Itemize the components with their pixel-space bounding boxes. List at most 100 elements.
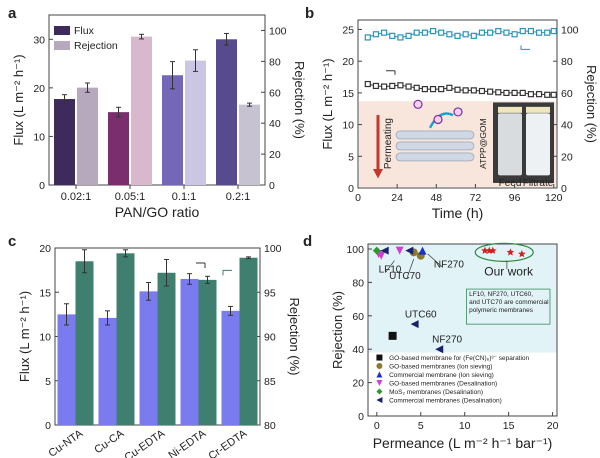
x-tick-label: Cu-CA — [92, 427, 126, 456]
bottle — [526, 113, 550, 176]
y-tick-label: 0 — [348, 183, 354, 195]
flux-point — [462, 87, 469, 94]
rejection-point — [454, 32, 461, 39]
arrow-head — [373, 168, 383, 179]
legend-swatch — [54, 41, 70, 50]
rejection-point — [495, 27, 502, 35]
rejection-point — [470, 32, 477, 39]
annotation-label: NF270 — [432, 335, 462, 346]
legend-label: Rejection — [74, 40, 118, 52]
annotation-label: LF10 — [379, 264, 402, 275]
rejection-point — [478, 29, 486, 36]
annotation-pointer — [427, 253, 443, 268]
rejection-bar — [77, 87, 98, 185]
y-tick-label: 20 — [39, 243, 51, 255]
x-tick-label: Cu-NTA — [46, 427, 85, 458]
x-tick-label: Cr-EDTA — [206, 427, 249, 458]
y-tick-label: 15 — [39, 287, 51, 299]
flux-point — [421, 86, 428, 93]
photo-label: Filtrate — [523, 178, 554, 189]
flux-point — [405, 83, 412, 90]
annotation-pointer — [406, 258, 415, 280]
flux-point — [413, 84, 420, 91]
flux-point — [550, 91, 557, 98]
y-tick-label: 20 — [33, 83, 45, 95]
flux-point — [527, 91, 535, 98]
y-right-tick-label: 95 — [264, 287, 276, 299]
x-tick-label: 15 — [503, 420, 515, 432]
y-right-tick-label: 60 — [269, 87, 281, 99]
rejection-point — [511, 31, 518, 38]
diamond-point — [372, 246, 381, 255]
bottle-cap — [498, 106, 522, 113]
x-axis-label: Permeance (L m⁻² h⁻¹ bar⁻¹) — [373, 435, 553, 451]
legend-label: GO-based membranes (Desalination) — [389, 381, 497, 388]
flux-bar — [54, 99, 75, 185]
y-right-tick-label: 40 — [269, 118, 281, 130]
our-work-ellipse — [474, 242, 534, 262]
flux-point — [519, 89, 526, 97]
y-right-tick-label: 60 — [561, 88, 573, 100]
triangle-left-point — [405, 246, 414, 255]
rejection-point — [519, 27, 526, 35]
y-tick-label: 25 — [342, 25, 354, 37]
plot-frame — [48, 14, 266, 186]
rejection-point — [462, 31, 469, 38]
rejection-bar — [157, 272, 176, 425]
y-right-tick-label: 90 — [264, 332, 276, 344]
rejection-axis-indicator — [520, 45, 530, 50]
complex-ion-icon — [453, 107, 463, 117]
square-point — [388, 331, 397, 340]
flux-point — [470, 87, 477, 94]
y-right-tick-label: 20 — [561, 151, 573, 163]
star-point — [481, 246, 489, 254]
star-point — [489, 246, 497, 254]
flux-bar — [108, 112, 129, 185]
legend-label: MoS₂ membranes (Desalination) — [389, 389, 483, 396]
flux-point — [380, 83, 388, 90]
x-tick-label: 48 — [430, 192, 442, 204]
y-right-tick-label: 0 — [269, 180, 275, 192]
flux-bar — [98, 317, 117, 425]
note-text: LF10, NF270, UTC60, — [469, 291, 533, 298]
annotation-label: UTC60 — [405, 309, 437, 320]
flux-bar — [139, 291, 158, 425]
y-tick-label: 5 — [45, 376, 51, 388]
legend-marker — [376, 397, 383, 404]
flux-bar — [162, 75, 183, 185]
rejection-bar — [198, 279, 217, 425]
rejection-point — [446, 31, 453, 38]
rejection-point — [544, 29, 551, 36]
y-right-tick-label: 40 — [561, 120, 573, 132]
complex-ion-icon — [433, 114, 443, 125]
y-right-tick-label: 85 — [264, 376, 276, 388]
rejection-bar — [185, 60, 206, 185]
y-axis-label: Flux (L m⁻² h⁻¹) — [17, 291, 32, 382]
x-tick-label: Ni-EDTA — [166, 427, 208, 458]
y-right-axis-label: Rejection (%) — [287, 297, 302, 375]
legend-swatch — [54, 26, 70, 35]
panel-label-b: b — [305, 5, 314, 22]
legend-marker — [376, 363, 383, 370]
panel-label-a: a — [8, 5, 17, 22]
triangle-left-point — [380, 246, 389, 255]
y-axis-label: Flux (L m⁻² h⁻¹) — [320, 58, 335, 149]
flux-point — [389, 82, 396, 90]
y-tick-label: 40 — [352, 344, 364, 356]
x-tick-label: 72 — [470, 192, 482, 204]
flux-point — [511, 89, 518, 97]
y-right-tick-label: 100 — [269, 25, 287, 37]
y-tick-label: 10 — [39, 332, 51, 344]
legend-marker — [376, 354, 383, 361]
y-tick-label: 30 — [33, 34, 45, 46]
membrane-label: ATPP@GOM — [478, 118, 488, 169]
rejection-bar — [131, 36, 152, 185]
x-tick-label: 5 — [418, 420, 424, 432]
x-tick-label: 96 — [509, 192, 521, 204]
x-axis-label: PAN/GO ratio — [115, 204, 200, 220]
permeating-label: Permeating — [383, 118, 394, 169]
y-right-axis-label: Rejection (%) — [584, 65, 599, 143]
y-tick-label: 15 — [342, 88, 354, 100]
annotation-pointer — [385, 260, 395, 273]
